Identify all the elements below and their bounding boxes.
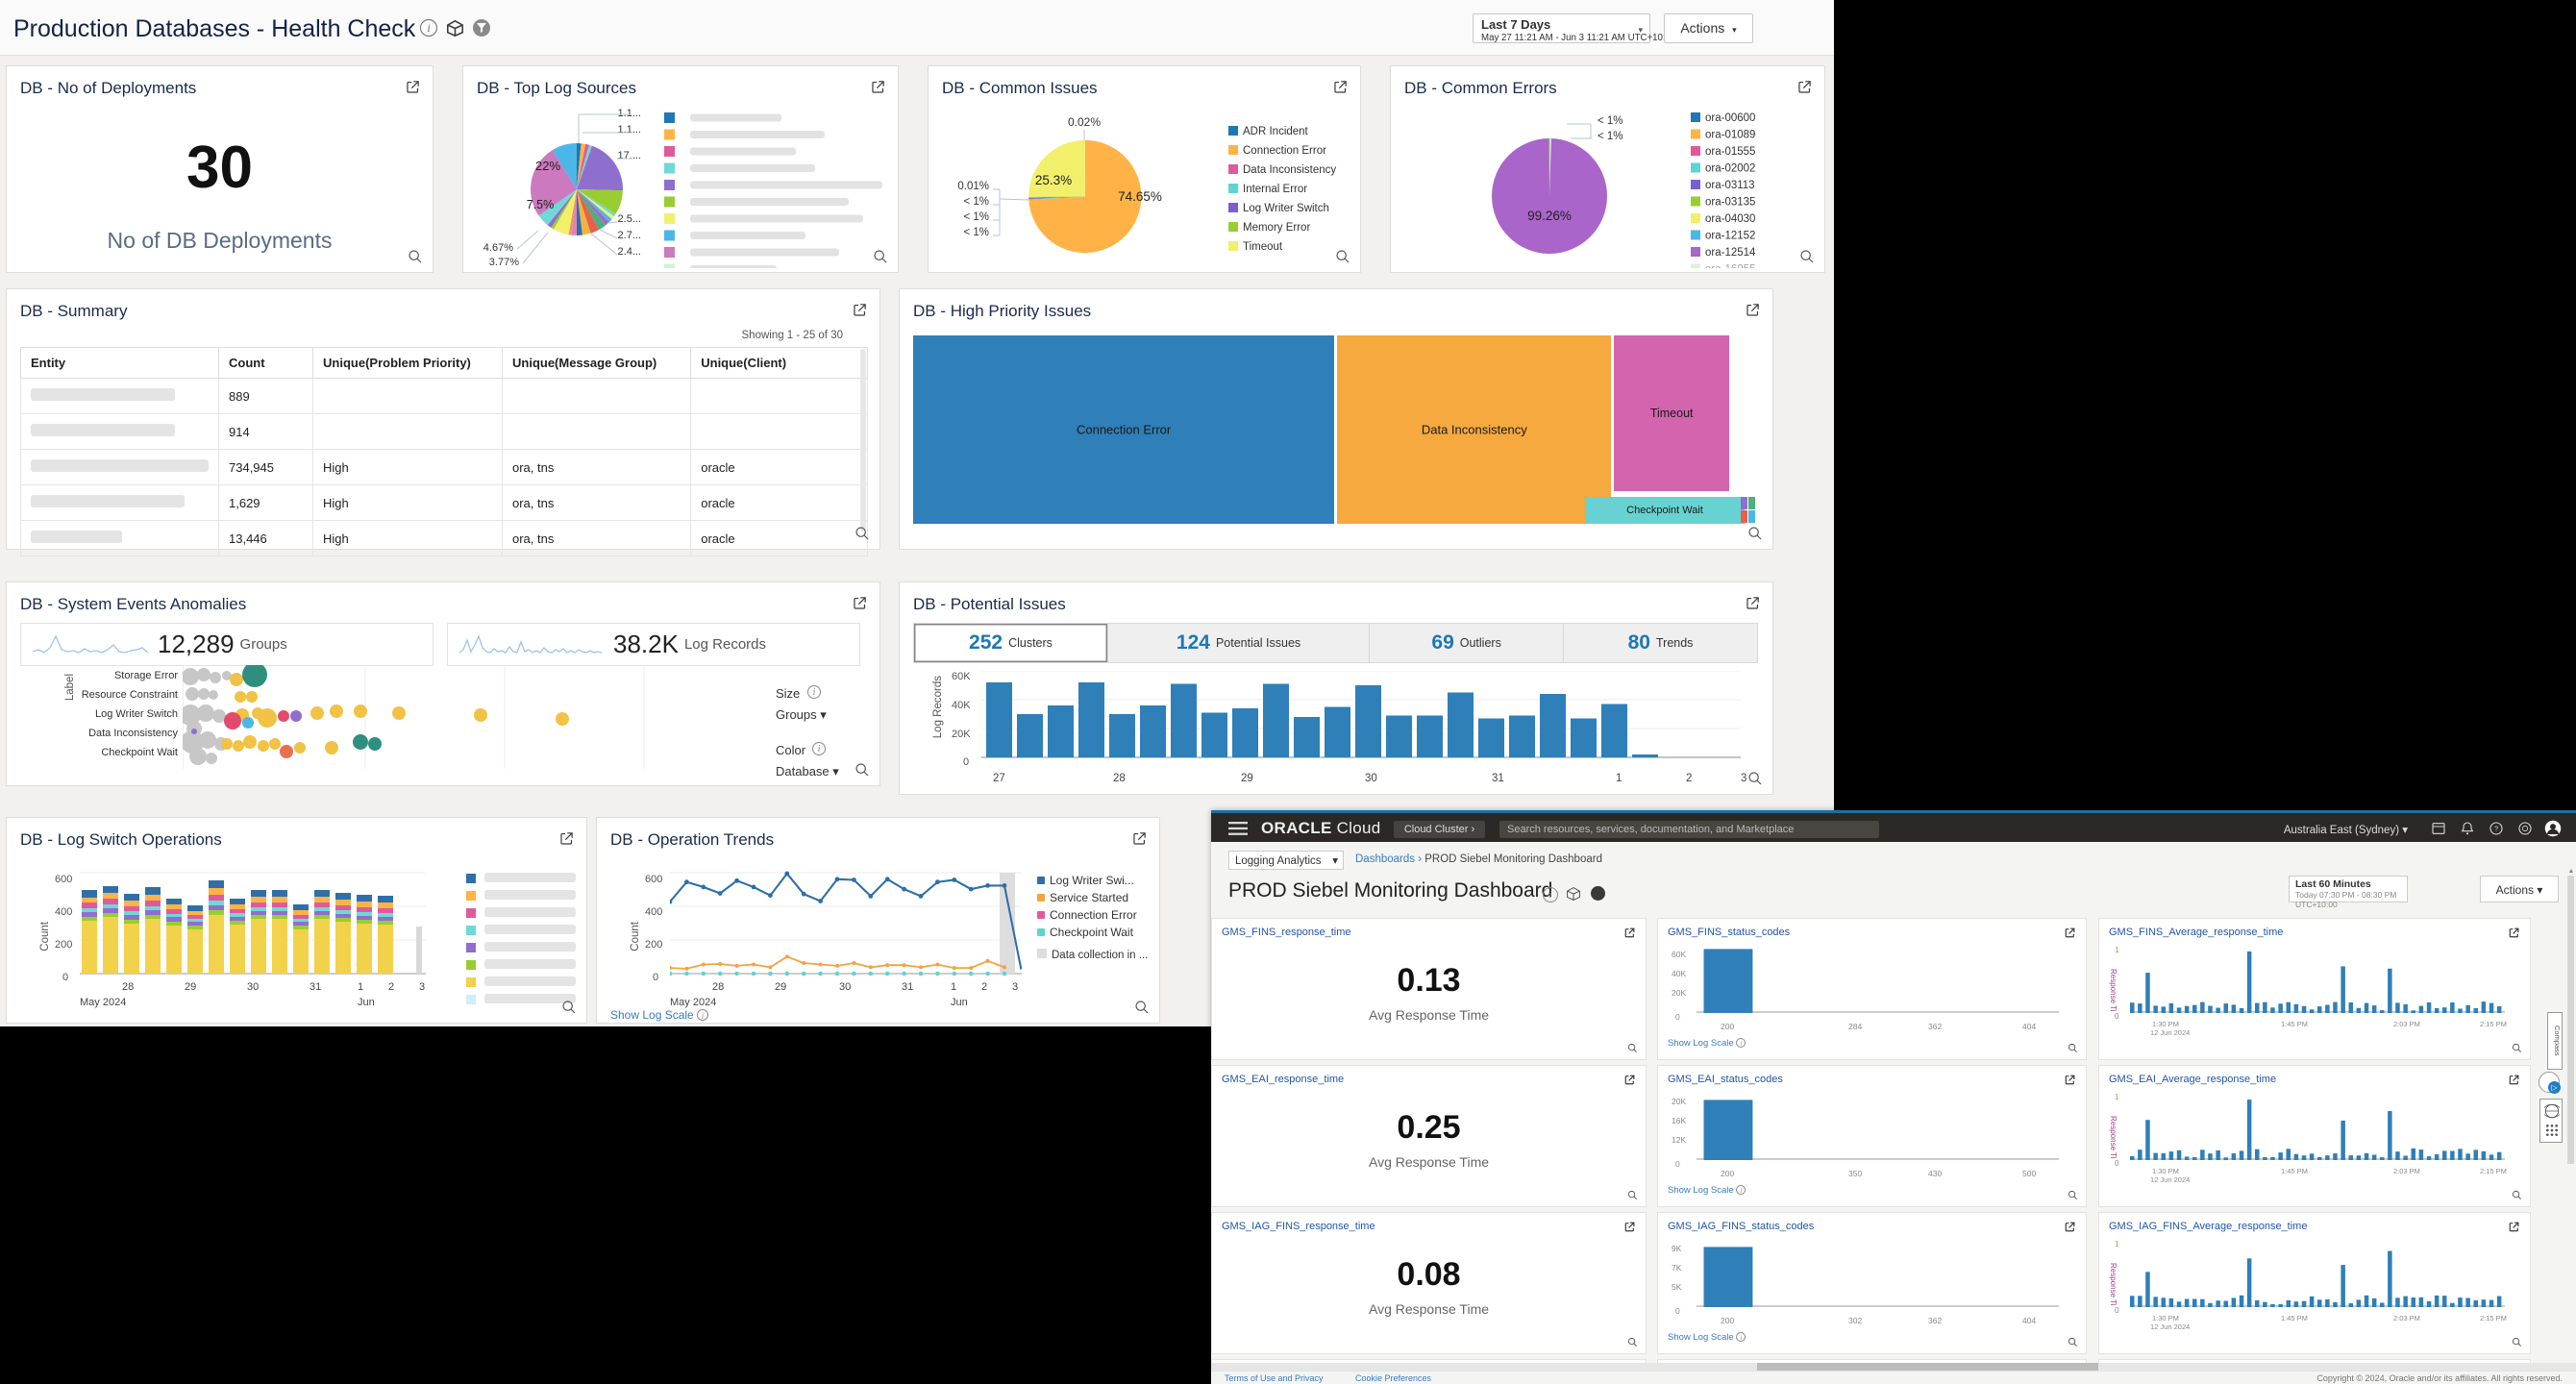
svg-text:2.5...: 2.5...	[618, 213, 641, 225]
svg-text:ora-01089: ora-01089	[1705, 130, 1755, 141]
svg-text:4.67%: 4.67%	[483, 242, 513, 254]
svg-text:99.26%: 99.26%	[1527, 209, 1572, 223]
svg-text:Connection Error: Connection Error	[1243, 145, 1326, 157]
svg-text:1.1...: 1.1...	[618, 124, 641, 136]
svg-text:< 1%: < 1%	[963, 211, 989, 223]
svg-text:ora-03135: ora-03135	[1705, 197, 1755, 209]
svg-text:Data Inconsistency: Data Inconsistency	[1243, 164, 1336, 176]
svg-text:ora-03113: ora-03113	[1705, 180, 1755, 191]
svg-text:ora-01555: ora-01555	[1705, 146, 1755, 158]
svg-text:Memory Error: Memory Error	[1243, 222, 1310, 234]
svg-text:Timeout: Timeout	[1243, 241, 1283, 253]
svg-text:ora-16055: ora-16055	[1705, 264, 1755, 269]
svg-text:ora-12152: ora-12152	[1705, 231, 1755, 242]
svg-text:Log Writer Switch: Log Writer Switch	[1243, 203, 1329, 214]
svg-text:ora-02002: ora-02002	[1705, 163, 1755, 175]
svg-text:ora-12514: ora-12514	[1705, 247, 1756, 259]
svg-text:< 1%: < 1%	[1598, 115, 1623, 127]
svg-text:ora-00600: ora-00600	[1705, 112, 1755, 124]
svg-text:ora-04030: ora-04030	[1705, 213, 1755, 225]
svg-text:Internal Error: Internal Error	[1243, 184, 1307, 195]
svg-text:2.4...: 2.4...	[618, 246, 641, 258]
svg-text:7.5%: 7.5%	[527, 198, 555, 211]
svg-text:2.7...: 2.7...	[618, 230, 641, 241]
svg-text:?: ?	[2494, 825, 2498, 833]
svg-text:0.02%: 0.02%	[1068, 115, 1101, 129]
svg-text:< 1%: < 1%	[1598, 131, 1623, 142]
svg-text:< 1%: < 1%	[963, 196, 989, 208]
svg-text:74.65%: 74.65%	[1118, 189, 1162, 204]
svg-text:ADR Incident: ADR Incident	[1243, 126, 1309, 137]
svg-text:17....: 17....	[618, 150, 641, 161]
svg-text:< 1%: < 1%	[963, 227, 989, 238]
svg-text:0.01%: 0.01%	[957, 181, 989, 192]
svg-text:3.77%: 3.77%	[489, 257, 519, 268]
svg-text:1.1...: 1.1...	[618, 108, 641, 119]
svg-text:22%: 22%	[535, 159, 560, 173]
svg-text:25.3%: 25.3%	[1035, 173, 1072, 187]
